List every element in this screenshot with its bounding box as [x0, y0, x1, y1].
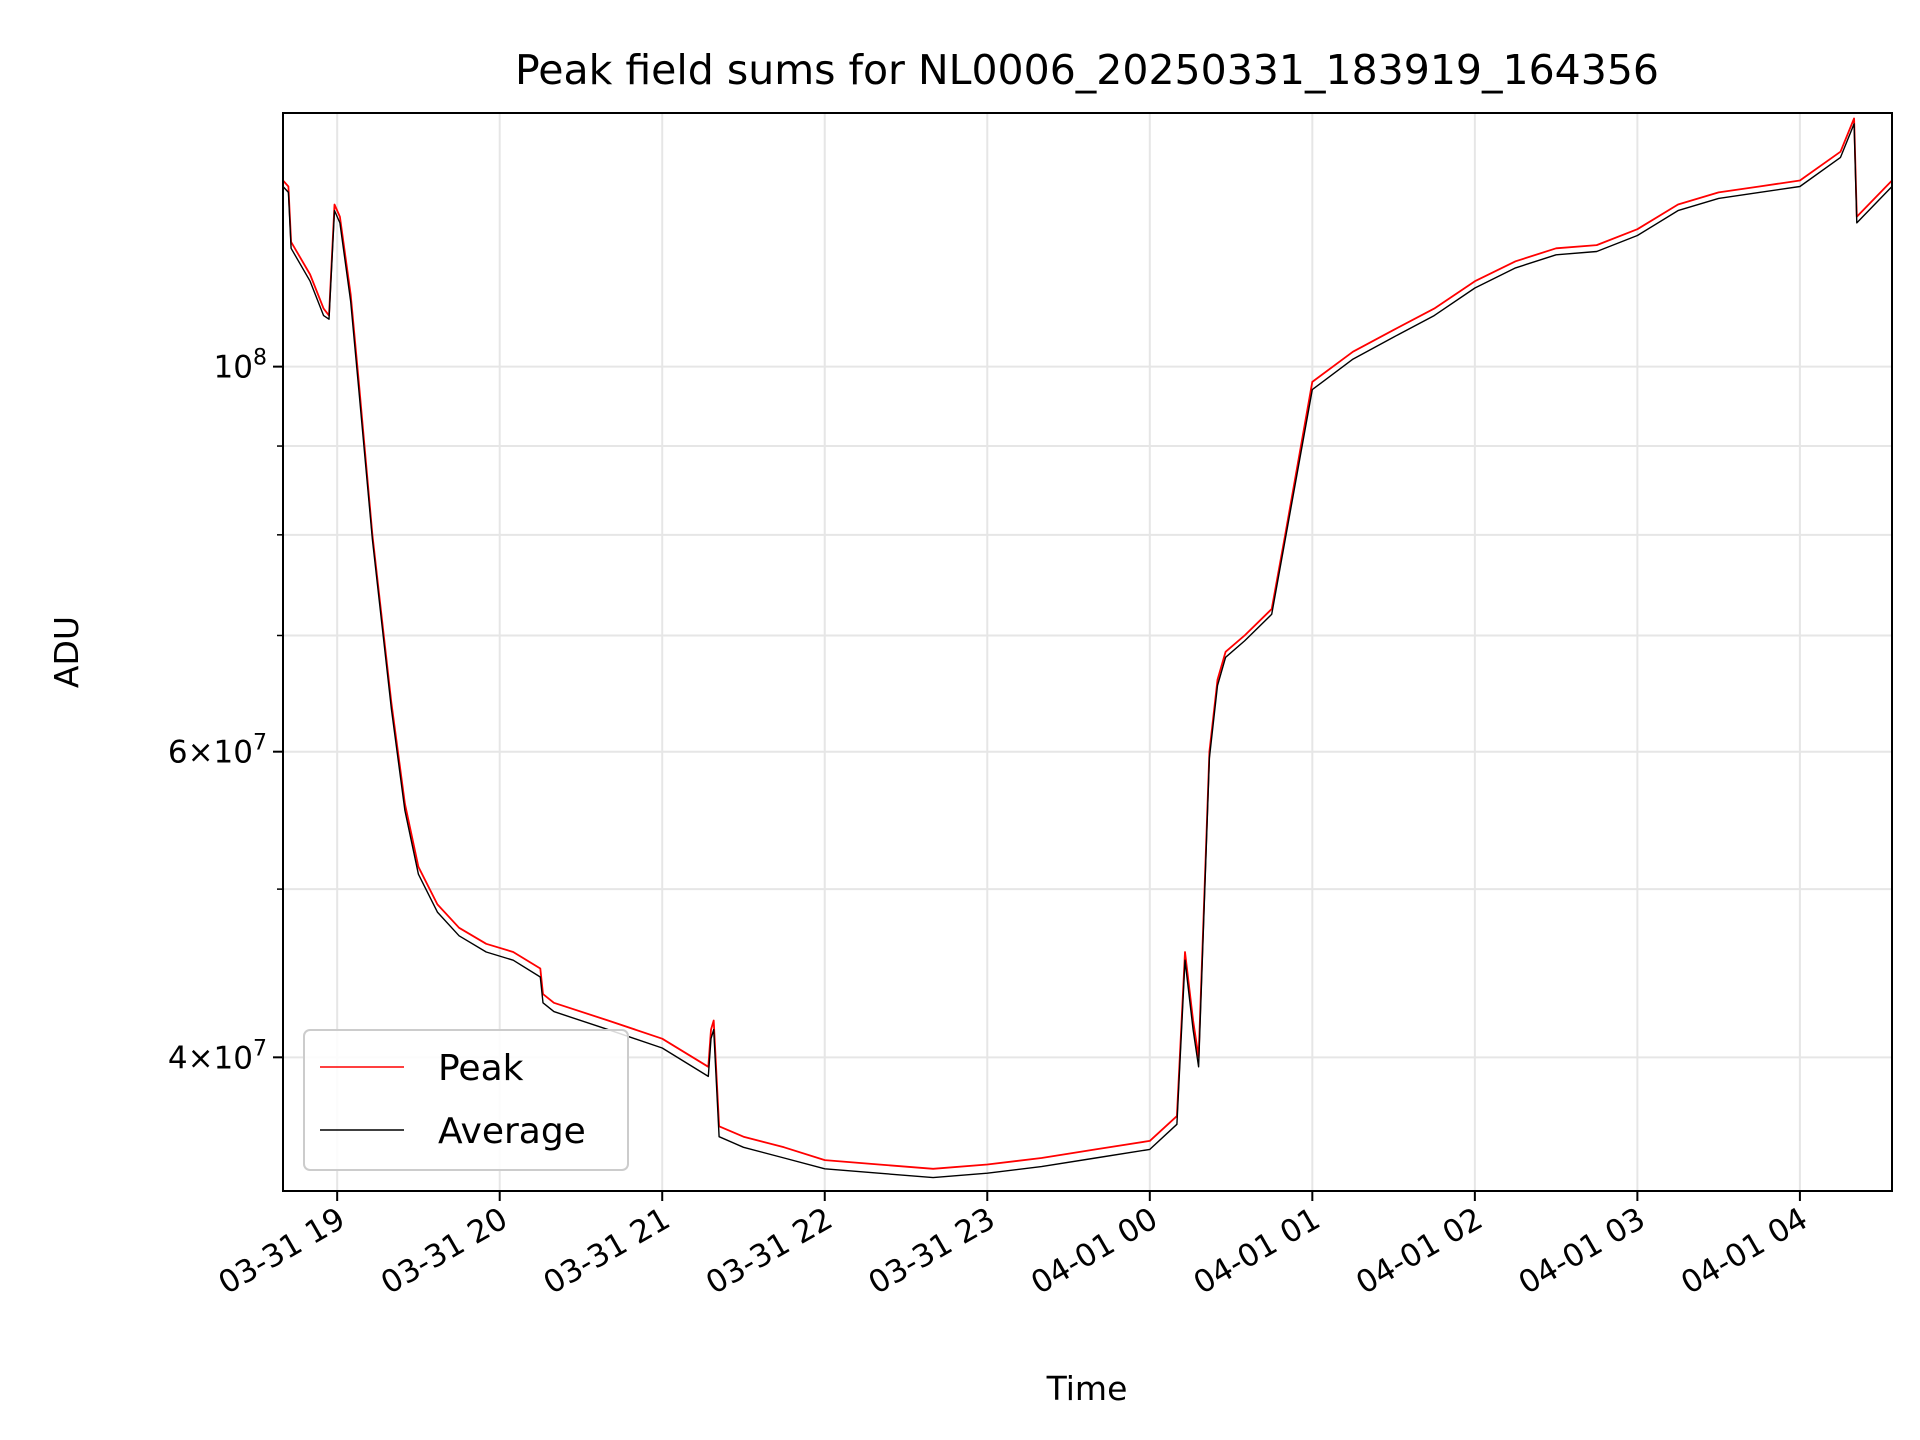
legend-average-label: Average — [438, 1111, 586, 1152]
chart-title: Peak field sums for NL0006_20250331_1839… — [515, 46, 1659, 94]
y-tick-label: 4×107 — [168, 1036, 267, 1076]
grid — [283, 113, 1892, 1191]
y-axis-title: ADU — [47, 616, 86, 688]
series-layer — [282, 117, 1893, 1179]
legend-box — [303, 1029, 629, 1171]
y-tick-label: 6×107 — [168, 731, 267, 771]
x-axis-title: Time — [1046, 1369, 1128, 1408]
y-tick-label: 108 — [214, 346, 267, 386]
legend-peak-label: Peak — [438, 1048, 524, 1089]
y-axis: 4×107 6×107 108 — [168, 346, 283, 1076]
series-line-average — [282, 123, 1893, 1179]
plot-frame — [282, 112, 1893, 1192]
legend: Peak Average — [303, 1029, 629, 1171]
